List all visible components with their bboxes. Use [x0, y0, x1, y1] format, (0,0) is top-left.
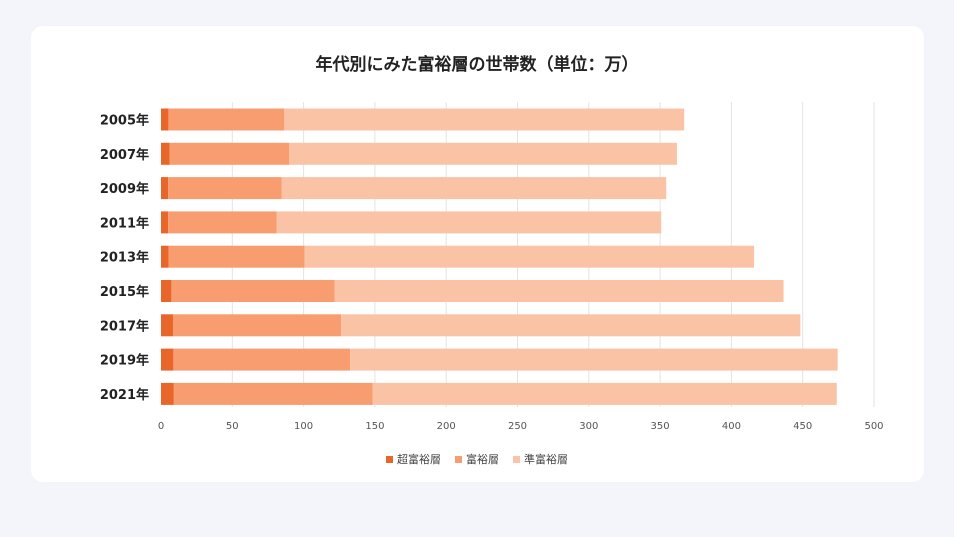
bar-segment — [171, 280, 335, 302]
bar-segment — [334, 280, 784, 302]
x-tick-label: 100 — [294, 421, 313, 432]
bar-segment — [172, 314, 342, 337]
legend-label: 準富裕層 — [524, 453, 568, 466]
legend-item: 超富裕層 — [386, 451, 441, 467]
bar-segment — [161, 142, 170, 165]
x-tick-label: 200 — [437, 421, 456, 432]
bar-segment — [276, 211, 662, 234]
x-tick-label: 400 — [722, 421, 741, 432]
bar-segment — [173, 348, 351, 371]
legend-swatch — [386, 455, 393, 463]
legend-label: 超富裕層 — [397, 453, 441, 466]
bar-segment — [169, 142, 290, 165]
bars — [161, 108, 838, 405]
bar-segment — [168, 245, 305, 268]
bar-segment — [289, 142, 677, 165]
legend-label: 富裕層 — [466, 453, 499, 466]
bar-segment — [168, 108, 285, 131]
legend-item: 富裕層 — [455, 451, 499, 467]
category-label: 2009年 — [100, 181, 149, 197]
bar-segment — [161, 177, 169, 200]
category-label: 2019年 — [100, 353, 149, 369]
x-tick-label: 500 — [864, 421, 883, 432]
legend-swatch — [455, 455, 462, 463]
x-tick-labels: 0 50 100 150 200 250 300 350 400 450 500 — [158, 421, 884, 432]
bar-segment — [341, 314, 801, 337]
bar-segment — [161, 211, 169, 234]
x-tick-label: 50 — [226, 421, 239, 432]
bar-segment — [372, 382, 837, 405]
bar-segment — [161, 280, 172, 302]
bar-segment — [173, 382, 373, 405]
bar-segment — [168, 177, 282, 200]
bar-segment — [161, 314, 173, 337]
category-label: 2015年 — [100, 284, 149, 300]
bar-segment — [161, 348, 174, 371]
category-labels: 2005年 2007年 2009年 2011年 2013年 2015年 2017年 2019年… — [100, 113, 149, 403]
category-label: 2013年 — [100, 250, 149, 266]
bar-segment — [284, 108, 685, 131]
bar-segment — [350, 348, 838, 371]
bar-segment — [161, 382, 174, 405]
category-label: 2011年 — [100, 215, 149, 231]
bar-segment — [168, 211, 277, 234]
x-tick-label: 250 — [508, 421, 527, 432]
category-label: 2021年 — [100, 387, 149, 403]
x-tick-label: 150 — [365, 421, 384, 432]
x-tick-label: 300 — [579, 421, 598, 432]
bar-segment — [304, 245, 755, 268]
bar-segment — [161, 245, 169, 268]
bar-segment — [281, 177, 667, 200]
legend-swatch — [513, 455, 520, 463]
category-label: 2017年 — [100, 318, 149, 334]
x-tick-label: 0 — [158, 421, 164, 432]
x-tick-label: 450 — [793, 421, 812, 432]
legend: 超富裕層 富裕層 準富裕層 — [0, 451, 954, 467]
category-label: 2007年 — [100, 147, 149, 163]
category-label: 2005年 — [100, 113, 149, 129]
chart-title: 年代別にみた富裕層の世帯数（単位：万） — [315, 55, 639, 75]
legend-item: 準富裕層 — [513, 451, 568, 467]
x-tick-label: 350 — [651, 421, 670, 432]
bar-segment — [161, 108, 169, 131]
